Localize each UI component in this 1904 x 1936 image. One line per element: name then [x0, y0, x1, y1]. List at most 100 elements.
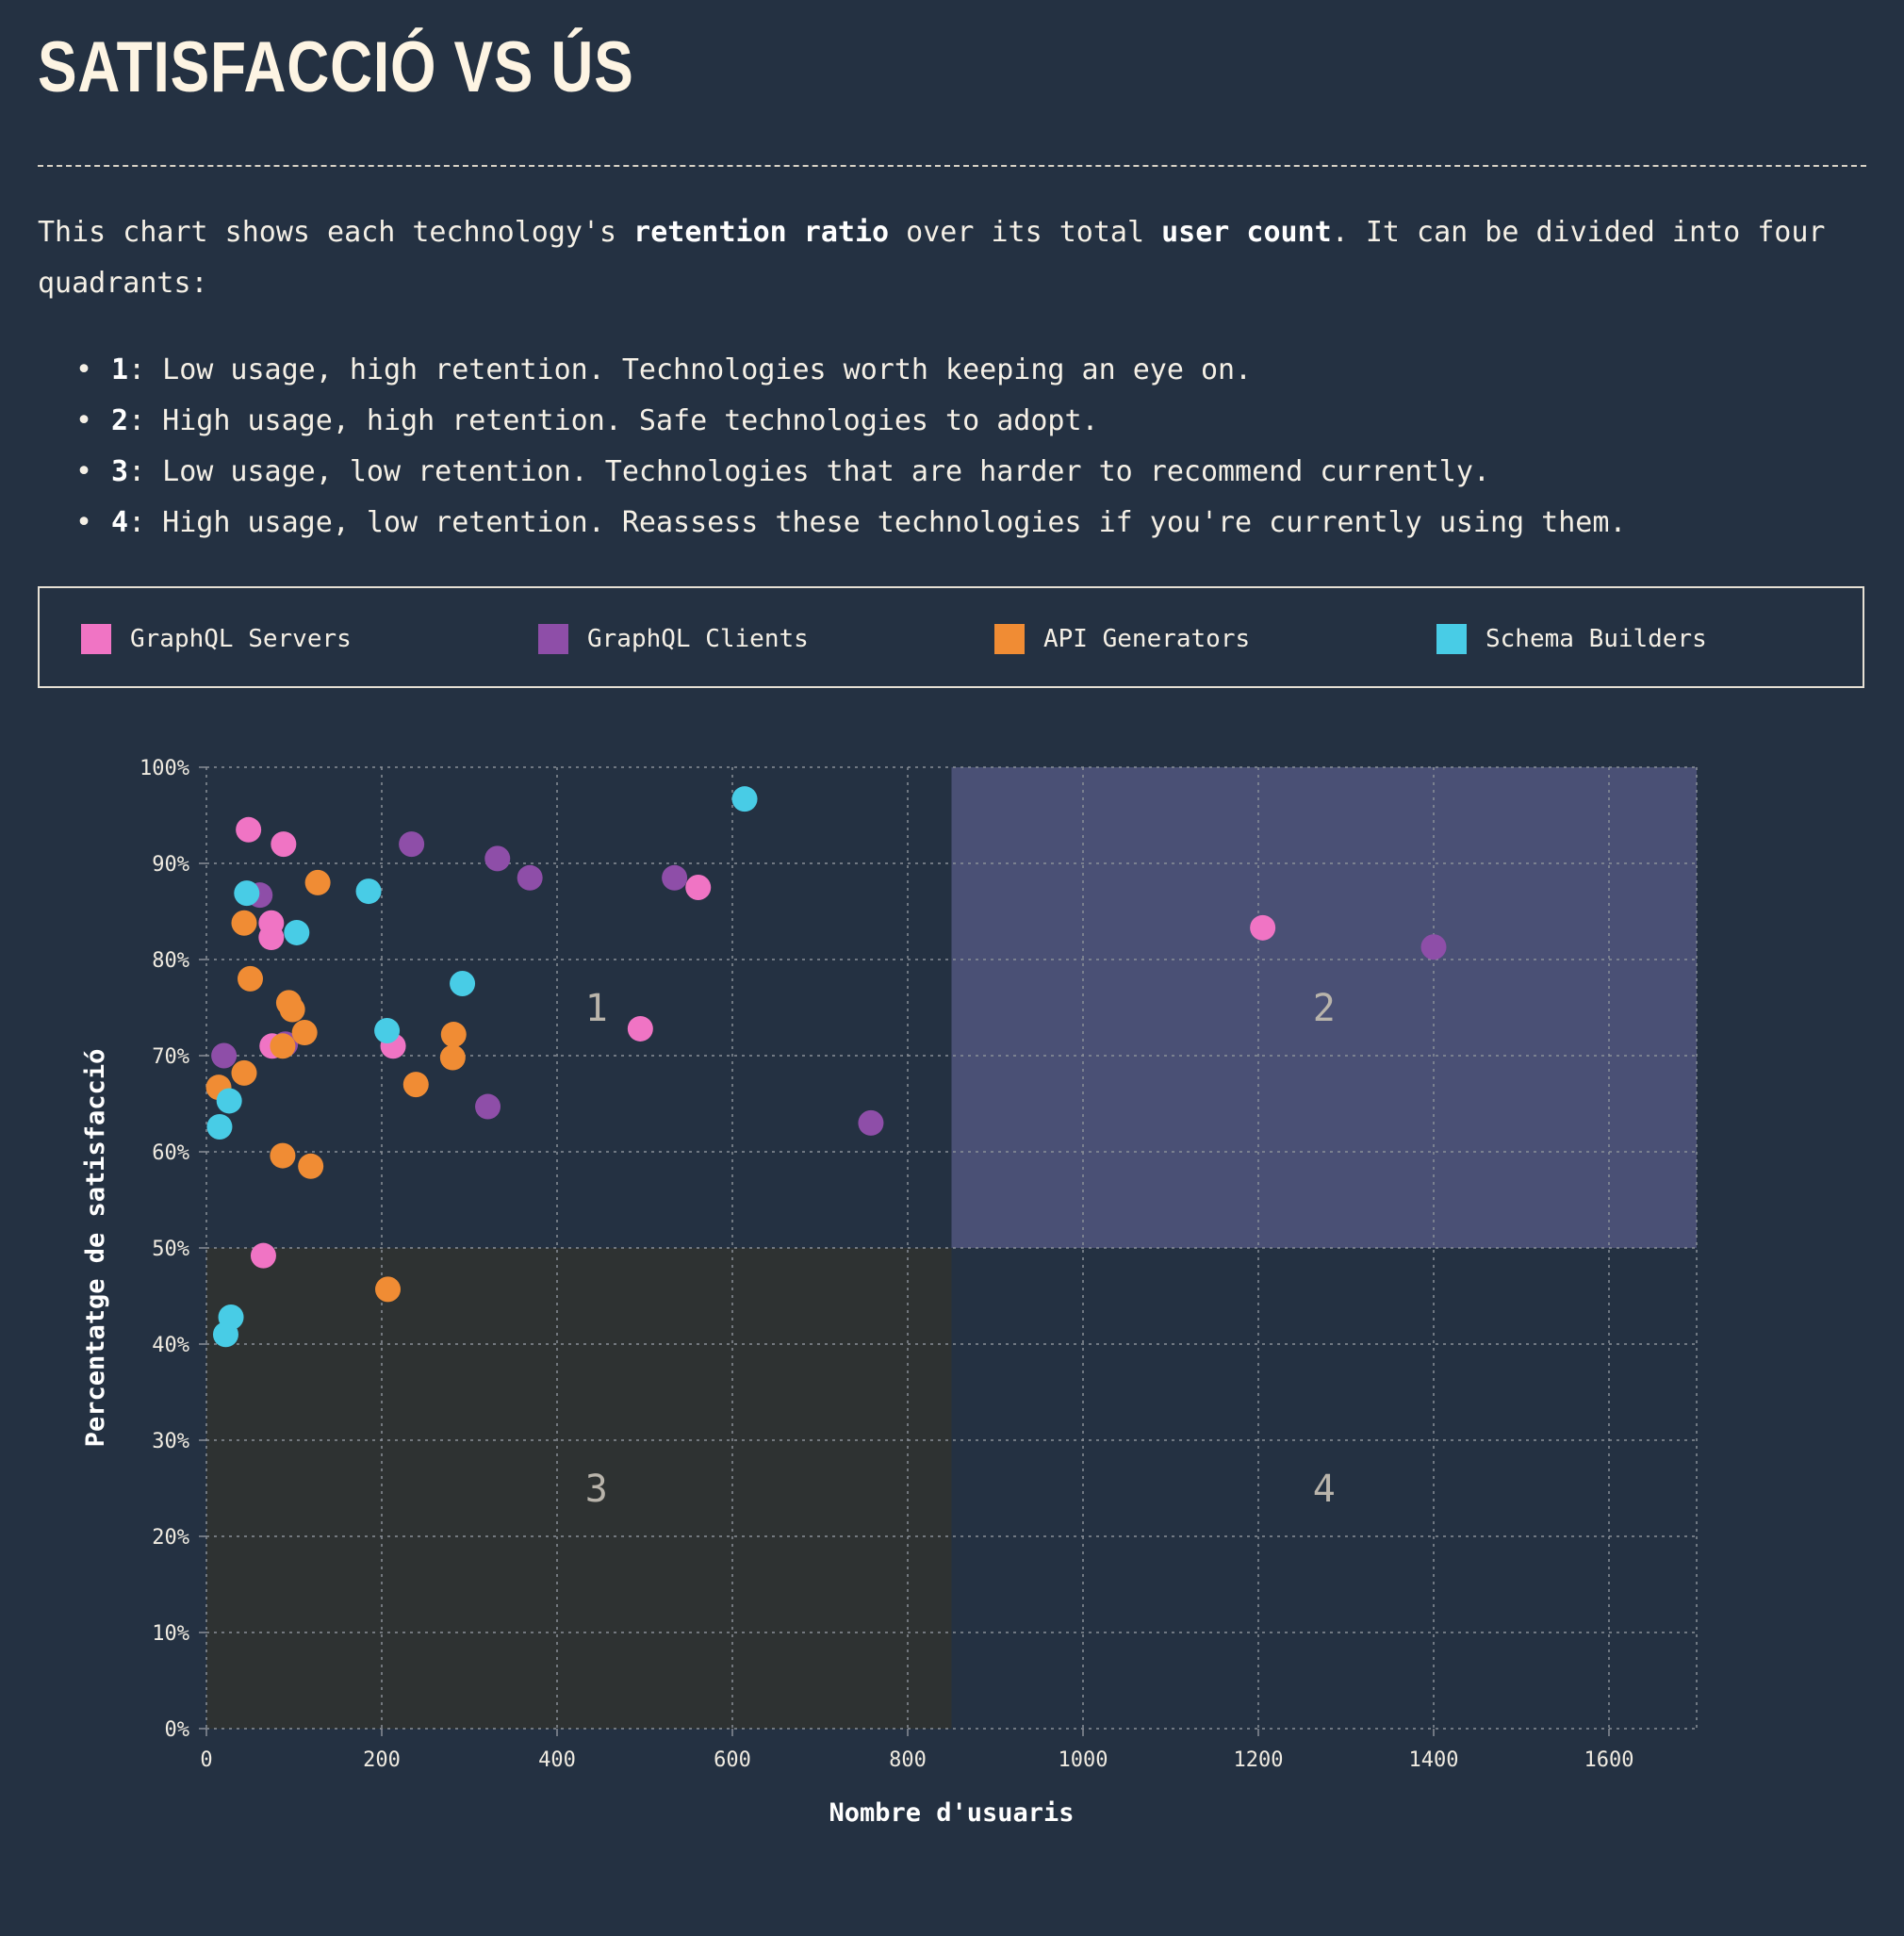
- legend-item-api-generators[interactable]: API Generators: [994, 624, 1250, 654]
- y-tick-label: 20%: [152, 1526, 189, 1550]
- y-tick-label: 100%: [140, 757, 189, 780]
- legend-label: Schema Builders: [1485, 625, 1707, 653]
- legend-swatch: [1436, 624, 1467, 654]
- y-tick-label: 50%: [152, 1238, 189, 1261]
- quadrant-note-text: : High usage, low retention. Reassess th…: [128, 506, 1627, 539]
- intro-part1: This chart shows each technology's: [38, 216, 634, 249]
- data-point-graphql-servers: [627, 1015, 653, 1042]
- y-tick-label: 80%: [152, 949, 189, 973]
- legend-label: GraphQL Clients: [587, 625, 809, 653]
- x-tick-label: 1000: [1059, 1748, 1108, 1772]
- legend-item-schema-builders[interactable]: Schema Builders: [1436, 624, 1707, 654]
- intro-part3: . It can be divided into four quadrants:: [38, 216, 1826, 300]
- y-tick-label: 40%: [152, 1334, 189, 1357]
- data-point-graphql-clients: [399, 831, 425, 858]
- data-point-schema-builders: [216, 1088, 242, 1114]
- x-tick-label: 1200: [1234, 1748, 1284, 1772]
- data-point-api-generators: [440, 1022, 467, 1048]
- chart-title: Satisfacció vs ús: [38, 27, 634, 107]
- x-tick-label: 0: [200, 1748, 212, 1772]
- data-point-api-generators: [231, 910, 257, 936]
- legend-item-graphql-clients[interactable]: GraphQL Clients: [538, 624, 809, 654]
- data-point-schema-builders: [234, 880, 260, 907]
- data-point-graphql-clients: [475, 1093, 501, 1120]
- data-point-schema-builders: [284, 919, 310, 945]
- data-point-api-generators: [291, 1020, 318, 1046]
- data-point-api-generators: [439, 1044, 466, 1071]
- quadrant-label-1: 1: [585, 987, 608, 1030]
- quadrant-2-area: [951, 767, 1697, 1248]
- data-point-graphql-clients: [517, 864, 543, 891]
- y-tick-label: 10%: [152, 1622, 189, 1646]
- data-point-api-generators: [270, 1142, 296, 1169]
- y-tick-label: 90%: [152, 853, 189, 877]
- data-point-schema-builders: [212, 1321, 238, 1348]
- legend-swatch: [81, 624, 111, 654]
- quadrant-label-3: 3: [585, 1468, 608, 1511]
- quadrant-note-text: : High usage, high retention. Safe techn…: [128, 404, 1099, 437]
- quadrant-3-area: [206, 1248, 952, 1729]
- data-point-schema-builders: [206, 1113, 233, 1140]
- data-point-graphql-clients: [1420, 934, 1447, 960]
- quadrant-label-2: 2: [1313, 987, 1336, 1030]
- x-tick-label: 600: [714, 1748, 751, 1772]
- legend-swatch: [994, 624, 1025, 654]
- quadrant-notes: 1: Low usage, high retention. Technologi…: [75, 345, 1626, 549]
- quadrant-note-number: 4: [111, 506, 129, 539]
- x-tick-label: 1600: [1584, 1748, 1634, 1772]
- quadrant-note: 3: Low usage, low retention. Technologie…: [75, 447, 1626, 498]
- data-point-api-generators: [375, 1276, 402, 1303]
- data-point-graphql-servers: [685, 875, 712, 900]
- y-tick-label: 60%: [152, 1141, 189, 1165]
- data-point-graphql-servers: [258, 925, 285, 951]
- data-point-api-generators: [231, 1059, 257, 1086]
- data-point-api-generators: [298, 1153, 324, 1179]
- data-point-graphql-servers: [1250, 914, 1276, 941]
- quadrant-note-number: 1: [111, 353, 129, 386]
- data-point-schema-builders: [450, 971, 476, 996]
- x-axis-title: Nombre d'usuaris: [829, 1798, 1074, 1828]
- data-point-graphql-clients: [662, 864, 688, 891]
- x-tick-label: 400: [538, 1748, 576, 1772]
- legend-swatch: [538, 624, 568, 654]
- quadrant-note: 2: High usage, high retention. Safe tech…: [75, 396, 1626, 447]
- quadrant-note: 4: High usage, low retention. Reassess t…: [75, 498, 1626, 549]
- legend-label: GraphQL Servers: [130, 625, 352, 653]
- quadrant-note-text: : Low usage, high retention. Technologie…: [128, 353, 1253, 386]
- scatter-chart: 0% 10% 20% 30% 40% 50% 60% 70% 80% 90% 100% 0 200 400…: [81, 757, 1698, 1828]
- data-point-schema-builders: [731, 786, 758, 812]
- data-point-api-generators: [402, 1072, 429, 1098]
- data-point-api-generators: [238, 965, 263, 992]
- data-point-graphql-servers: [236, 816, 262, 843]
- quadrant-label-4: 4: [1313, 1468, 1336, 1511]
- data-point-graphql-clients: [484, 845, 511, 872]
- legend-label: API Generators: [1043, 625, 1251, 653]
- intro-bold-user-count: user count: [1161, 216, 1332, 249]
- quadrant-note-number: 2: [111, 404, 129, 437]
- data-point-api-generators: [270, 1033, 296, 1059]
- data-point-schema-builders: [374, 1017, 401, 1043]
- quadrant-note-text: : Low usage, low retention. Technologies…: [128, 455, 1490, 488]
- title-divider: [38, 165, 1866, 167]
- y-tick-label: 70%: [152, 1045, 189, 1069]
- x-tick-label: 200: [363, 1748, 401, 1772]
- data-point-schema-builders: [355, 878, 382, 905]
- legend: GraphQL Servers GraphQL Clients API Gene…: [38, 586, 1864, 688]
- x-tick-label: 800: [889, 1748, 927, 1772]
- quadrant-note-number: 3: [111, 455, 129, 488]
- intro-part2: over its total: [889, 216, 1162, 249]
- x-tick-label: 1400: [1409, 1748, 1459, 1772]
- y-tick-label: 0%: [165, 1718, 190, 1742]
- y-tick-label: 30%: [152, 1430, 189, 1453]
- data-point-graphql-servers: [250, 1242, 276, 1269]
- data-point-graphql-clients: [211, 1042, 238, 1069]
- quadrant-note: 1: Low usage, high retention. Technologi…: [75, 345, 1626, 396]
- legend-item-graphql-servers[interactable]: GraphQL Servers: [81, 624, 352, 654]
- intro-text: This chart shows each technology's reten…: [38, 207, 1866, 309]
- data-point-graphql-servers: [271, 831, 297, 858]
- data-point-graphql-clients: [858, 1109, 884, 1136]
- y-axis-title: Percentatge de satisfacció: [81, 1049, 110, 1448]
- data-point-api-generators: [279, 996, 305, 1023]
- data-point-api-generators: [304, 869, 331, 895]
